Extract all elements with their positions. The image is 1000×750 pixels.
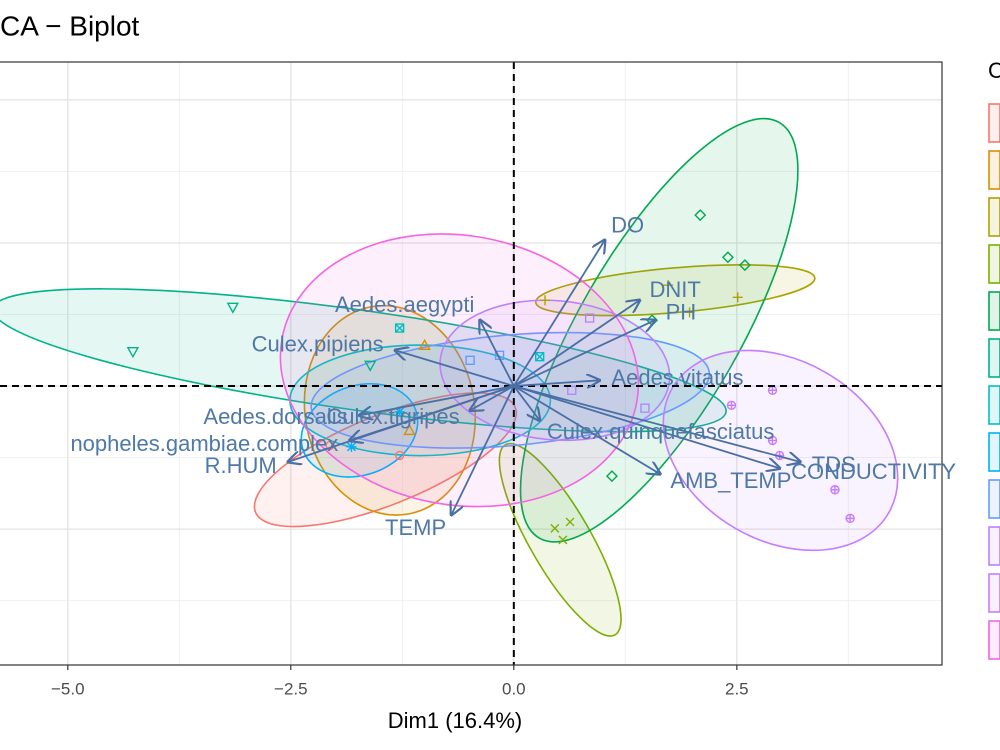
data-point: [418, 338, 431, 350]
data-point: [364, 360, 377, 372]
variable-arrow: [480, 320, 515, 387]
variable-label: TEMP: [385, 515, 446, 540]
variable-label: R.HUM: [205, 453, 277, 478]
data-point: [694, 209, 707, 222]
legend: [988, 103, 1000, 660]
data-point: [565, 517, 575, 527]
reference-lines: [0, 62, 942, 665]
variable-arrow: [359, 385, 514, 415]
variable-label: Culex.quinquefasciatus: [547, 419, 774, 444]
variable-label: CONDUCTIVITY: [791, 459, 956, 484]
variable-arrow: [395, 350, 515, 387]
axes: −5.0 −2.5 0.0 2.5: [51, 665, 749, 698]
data-point: [465, 355, 475, 365]
x-tick-label: 0.0: [502, 679, 526, 698]
legend-key: [988, 291, 1000, 331]
x-tick-label: 2.5: [725, 679, 749, 698]
data-point: [534, 352, 545, 362]
variable-label: AMB_TEMP: [670, 468, 791, 493]
group-ellipse: [662, 349, 899, 552]
data-point: [403, 423, 416, 436]
variable-arrow: [350, 385, 515, 440]
data-point: [558, 535, 568, 545]
group-ellipse: [519, 117, 799, 543]
group-ellipse: [498, 442, 622, 637]
variable-label: DO: [611, 212, 644, 237]
data-point: [845, 513, 855, 524]
x-tick-label: −2.5: [274, 679, 308, 698]
data-point: [126, 346, 140, 359]
data-point: [550, 523, 560, 533]
legend-title: C: [988, 58, 1000, 83]
data-point: [494, 350, 505, 360]
data-point: [767, 435, 778, 446]
data-point: [346, 441, 357, 452]
data-point: [640, 403, 650, 413]
variable-arrow: [513, 385, 660, 474]
legend-key: [988, 432, 1000, 472]
variable-label: Aedes.dorsalis: [203, 404, 347, 429]
legend-key: [988, 244, 1000, 284]
variable-arrow: [513, 385, 780, 468]
data-point: [726, 400, 737, 411]
group-ellipse: [439, 299, 671, 442]
data-point: [721, 251, 734, 264]
legend-key: [988, 385, 1000, 425]
legend-key: [988, 573, 1000, 613]
points: [126, 209, 855, 545]
variable-arrow: [513, 300, 640, 387]
data-point: [226, 302, 240, 314]
legend-key: [988, 479, 1000, 519]
data-point: [830, 485, 840, 495]
variable-arrow: [513, 240, 605, 387]
x-tick-label: −5.0: [51, 679, 85, 698]
legend-key: [988, 526, 1000, 566]
variable-arrow: [513, 385, 540, 420]
group-ellipse: [0, 288, 727, 433]
ellipses: [0, 117, 899, 637]
legend-key: [988, 103, 1000, 143]
variable-arrow: [513, 385, 800, 462]
data-point: [663, 280, 674, 291]
group-ellipse: [310, 331, 711, 449]
variable-arrow: [513, 380, 600, 386]
data-point: [540, 295, 551, 306]
chart-title: CA − Biplot: [0, 10, 140, 41]
data-point: [605, 470, 618, 483]
plot-background: [0, 62, 942, 665]
plot-border: [0, 61, 943, 666]
data-point: [584, 313, 595, 323]
legend-key: [988, 338, 1000, 378]
variable-arrow: [470, 385, 515, 410]
variable-label: Culex.pipiens: [252, 331, 384, 356]
legend-key: [988, 620, 1000, 660]
variable-label: Aedes.aegypti: [335, 292, 474, 317]
data-point: [732, 292, 743, 303]
variable-label: Aedes.vitatus: [611, 365, 743, 390]
legend-key: [988, 150, 1000, 190]
variable-label: TDS: [812, 452, 856, 477]
data-point: [684, 307, 695, 318]
data-point: [394, 323, 405, 333]
variable-label: PH: [666, 299, 697, 324]
data-point: [567, 385, 577, 396]
data-point: [394, 450, 405, 461]
variable-label: DNIT: [650, 277, 701, 302]
data-point: [738, 259, 751, 272]
variable-arrow: [451, 385, 515, 515]
data-point: [394, 406, 405, 417]
legend-key: [988, 197, 1000, 237]
variable-arrow: [513, 320, 655, 387]
variable-label: nopheles.gambiae.complex: [70, 431, 338, 456]
variable-label: Culex.tigripes: [326, 404, 459, 429]
data-point: [767, 385, 778, 396]
x-axis-label: Dim1 (16.4%): [388, 708, 522, 733]
